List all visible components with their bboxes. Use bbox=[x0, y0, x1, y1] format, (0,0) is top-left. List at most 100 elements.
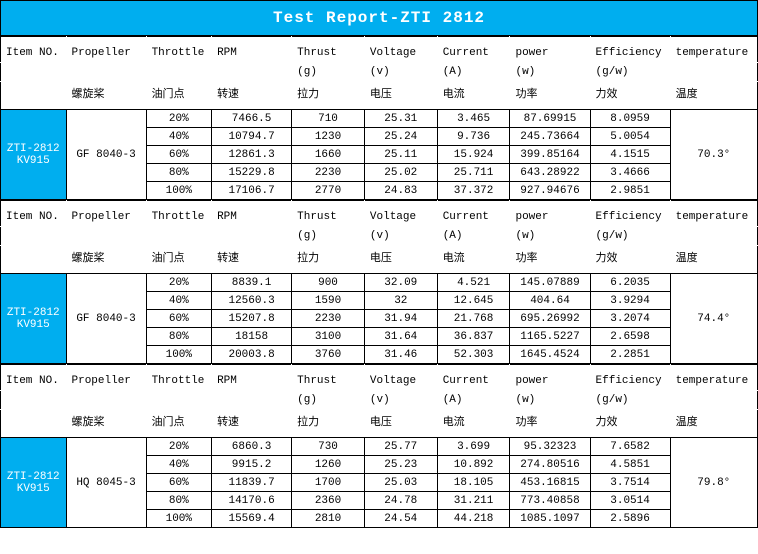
data-cell: 1230 bbox=[292, 128, 365, 146]
column-header: (w) bbox=[510, 227, 590, 246]
data-cell: 40% bbox=[146, 456, 212, 474]
column-header: (g/w) bbox=[590, 227, 670, 246]
data-cell: 2.5896 bbox=[590, 510, 670, 528]
data-cell: 453.16815 bbox=[510, 474, 590, 492]
column-header: (v) bbox=[364, 227, 437, 246]
column-header: temperature bbox=[670, 365, 757, 391]
data-cell: 21.768 bbox=[437, 310, 510, 328]
data-cell: 3.699 bbox=[437, 438, 510, 456]
data-cell: 40% bbox=[146, 128, 212, 146]
column-header: 转速 bbox=[212, 246, 292, 274]
data-cell: 695.26992 bbox=[510, 310, 590, 328]
header-row: Item NO.PropellerThrottleRPMThrustVoltag… bbox=[1, 37, 758, 63]
column-header: 拉力 bbox=[292, 82, 365, 110]
column-header: 拉力 bbox=[292, 246, 365, 274]
data-cell: 1260 bbox=[292, 456, 365, 474]
propeller-cell: GF 8040-3 bbox=[66, 110, 146, 200]
column-header: 油门点 bbox=[146, 246, 212, 274]
data-cell: 18158 bbox=[212, 328, 292, 346]
data-cell: 25.03 bbox=[364, 474, 437, 492]
data-cell: 31.211 bbox=[437, 492, 510, 510]
data-cell: 20% bbox=[146, 110, 212, 128]
data-cell: 32 bbox=[364, 292, 437, 310]
data-cell: 927.94676 bbox=[510, 182, 590, 200]
data-cell: 1660 bbox=[292, 146, 365, 164]
column-header: Efficiency bbox=[590, 365, 670, 391]
data-cell: 4.521 bbox=[437, 274, 510, 292]
column-header: Thrust bbox=[292, 201, 365, 227]
column-header: Item NO. bbox=[1, 37, 67, 63]
data-cell: 773.40858 bbox=[510, 492, 590, 510]
header-row: (g)(v)(A)(w)(g/w) bbox=[1, 227, 758, 246]
column-header: 电流 bbox=[437, 82, 510, 110]
column-header: Throttle bbox=[146, 365, 212, 391]
data-table: Item NO.PropellerThrottleRPMThrustVoltag… bbox=[0, 36, 758, 200]
data-cell: 3760 bbox=[292, 346, 365, 364]
column-header: (g/w) bbox=[590, 63, 670, 82]
column-header bbox=[212, 63, 292, 82]
column-header: 电压 bbox=[364, 246, 437, 274]
data-cell: 80% bbox=[146, 492, 212, 510]
column-header: 温度 bbox=[670, 82, 757, 110]
column-header bbox=[1, 227, 67, 246]
data-cell: 1700 bbox=[292, 474, 365, 492]
data-cell: 37.372 bbox=[437, 182, 510, 200]
data-cell: 18.105 bbox=[437, 474, 510, 492]
column-header: 力效 bbox=[590, 246, 670, 274]
column-header bbox=[146, 63, 212, 82]
column-header: 电压 bbox=[364, 410, 437, 438]
item-no-cell: ZTI-2812KV915 bbox=[1, 110, 67, 200]
column-header: 拉力 bbox=[292, 410, 365, 438]
column-header: 螺旋桨 bbox=[66, 82, 146, 110]
column-header: 油门点 bbox=[146, 82, 212, 110]
column-header: 电流 bbox=[437, 410, 510, 438]
data-cell: 2230 bbox=[292, 164, 365, 182]
column-header: Item NO. bbox=[1, 365, 67, 391]
column-header: Throttle bbox=[146, 37, 212, 63]
data-cell: 145.07889 bbox=[510, 274, 590, 292]
data-cell: 12.645 bbox=[437, 292, 510, 310]
column-header: 螺旋桨 bbox=[66, 246, 146, 274]
data-cell: 100% bbox=[146, 182, 212, 200]
data-cell: 9915.2 bbox=[212, 456, 292, 474]
data-cell: 710 bbox=[292, 110, 365, 128]
column-header bbox=[670, 63, 757, 82]
column-header: 电压 bbox=[364, 82, 437, 110]
table-row: ZTI-2812KV915HQ 8045-320%6860.373025.773… bbox=[1, 438, 758, 456]
data-cell: 245.73664 bbox=[510, 128, 590, 146]
data-cell: 20% bbox=[146, 438, 212, 456]
data-cell: 3.2074 bbox=[590, 310, 670, 328]
data-cell: 40% bbox=[146, 292, 212, 310]
column-header: (A) bbox=[437, 227, 510, 246]
column-header: 转速 bbox=[212, 82, 292, 110]
column-header bbox=[1, 63, 67, 82]
data-table: Item NO.PropellerThrottleRPMThrustVoltag… bbox=[0, 364, 758, 528]
data-cell: 730 bbox=[292, 438, 365, 456]
data-cell: 7.6582 bbox=[590, 438, 670, 456]
header-row: Item NO.PropellerThrottleRPMThrustVoltag… bbox=[1, 365, 758, 391]
column-header: Voltage bbox=[364, 201, 437, 227]
column-header: temperature bbox=[670, 201, 757, 227]
data-cell: 25.02 bbox=[364, 164, 437, 182]
propeller-cell: GF 8040-3 bbox=[66, 274, 146, 364]
data-cell: 60% bbox=[146, 310, 212, 328]
data-cell: 274.80516 bbox=[510, 456, 590, 474]
column-header: (A) bbox=[437, 63, 510, 82]
column-header: (g) bbox=[292, 227, 365, 246]
column-header: (g/w) bbox=[590, 391, 670, 410]
column-header: RPM bbox=[212, 37, 292, 63]
data-cell: 25.31 bbox=[364, 110, 437, 128]
column-header: power bbox=[510, 201, 590, 227]
data-cell: 7466.5 bbox=[212, 110, 292, 128]
column-header: 力效 bbox=[590, 410, 670, 438]
data-cell: 643.28922 bbox=[510, 164, 590, 182]
data-cell: 17106.7 bbox=[212, 182, 292, 200]
column-header bbox=[66, 391, 146, 410]
data-cell: 2230 bbox=[292, 310, 365, 328]
data-cell: 25.23 bbox=[364, 456, 437, 474]
temperature-cell: 70.3° bbox=[670, 110, 757, 200]
data-cell: 900 bbox=[292, 274, 365, 292]
column-header: (v) bbox=[364, 391, 437, 410]
data-cell: 24.54 bbox=[364, 510, 437, 528]
column-header: Current bbox=[437, 365, 510, 391]
